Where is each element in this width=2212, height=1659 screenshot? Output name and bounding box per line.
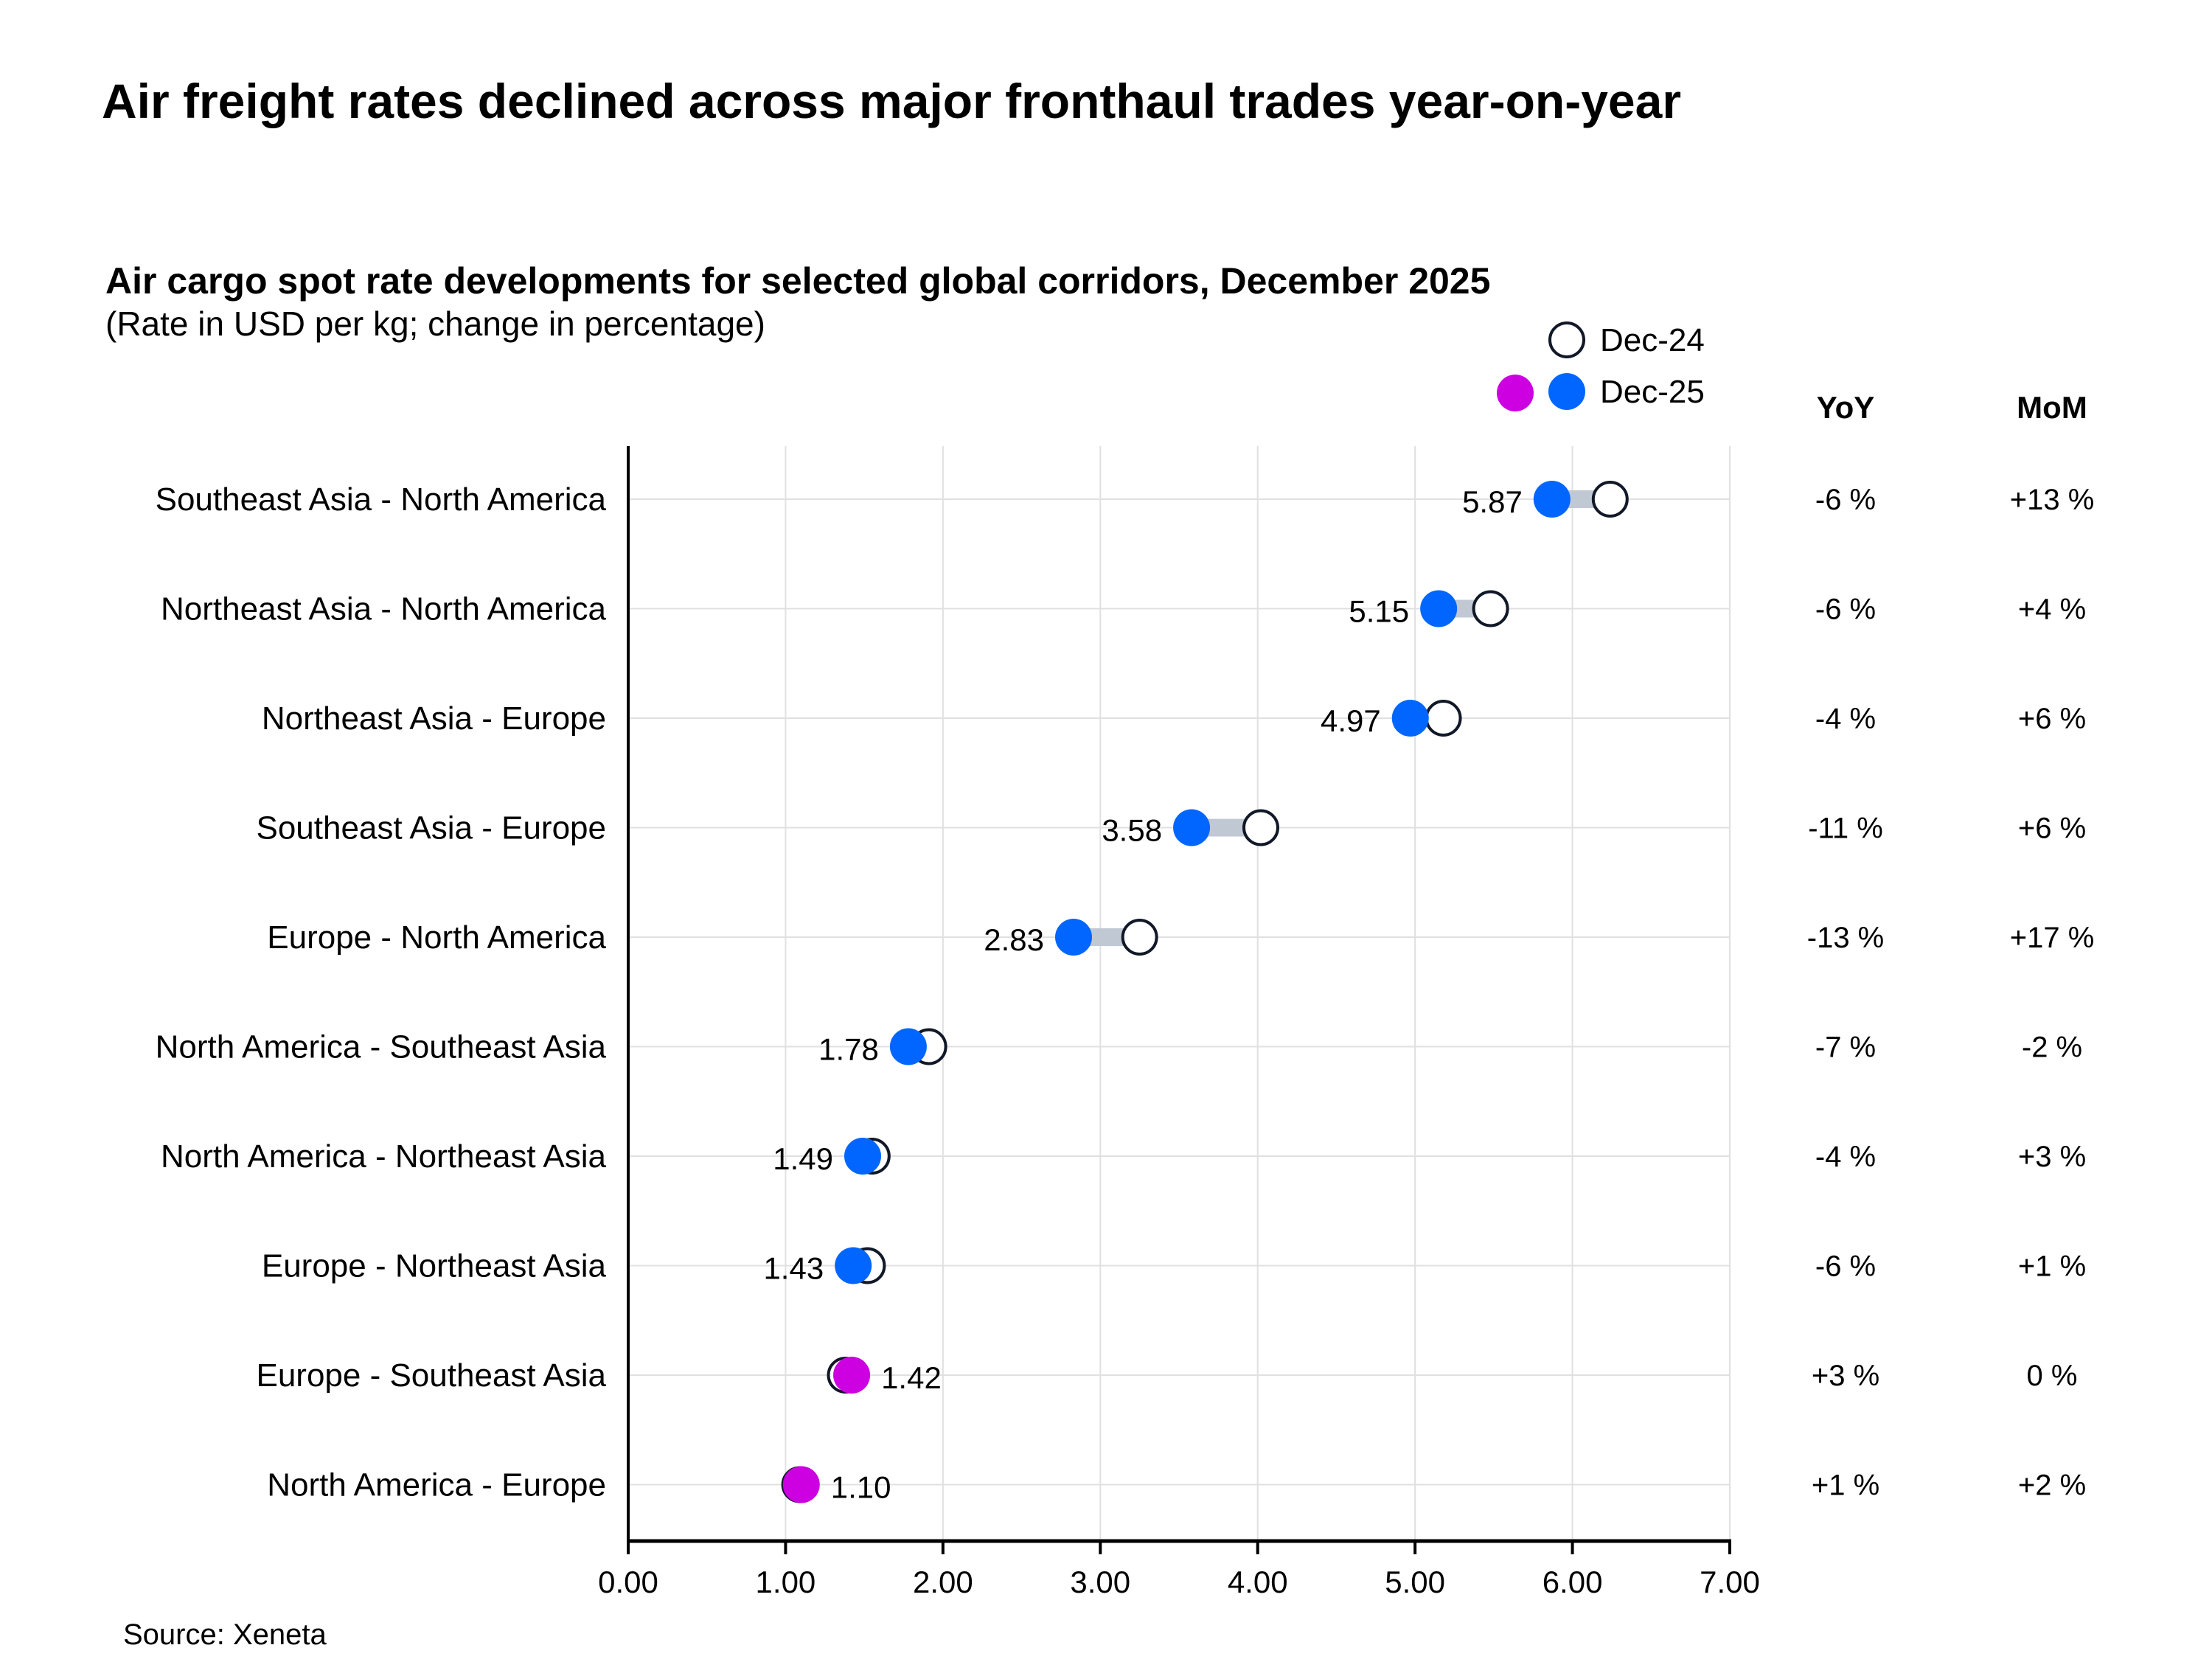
category-label: Southeast Asia - North America [156,481,607,518]
legend-dec25-label: Dec-25 [1600,374,1705,410]
dec25-point [1391,700,1429,737]
mom-value: -2 % [2022,1032,2082,1064]
value-label: 3.58 [1102,813,1162,848]
mom-value: +17 % [2010,922,2095,954]
chart-title: Air freight rates declined across major … [102,74,1681,128]
x-tick-label: 4.00 [1228,1565,1288,1599]
value-label: 1.43 [763,1251,824,1286]
category-label: Northeast Asia - Europe [262,700,606,737]
legend: Dec-24 Dec-25 [1497,321,1705,411]
dec25-point [844,1138,882,1175]
yoy-value: -6 % [1815,594,1876,626]
yoy-value: -6 % [1815,1251,1876,1283]
mom-value: +2 % [2018,1470,2086,1502]
legend-dec24-label: Dec-24 [1600,322,1705,358]
yoy-value: -4 % [1815,1141,1876,1173]
dec25-point [1055,919,1093,956]
dec25-point [833,1357,871,1394]
mom-value: +1 % [2018,1251,2086,1283]
yoy-value: -6 % [1815,484,1876,516]
yoy-value: -7 % [1815,1032,1876,1064]
category-label: Europe - North America [267,919,606,956]
yoy-value: +1 % [1812,1470,1879,1502]
mom-value: +13 % [2010,484,2095,516]
dec25-point [1173,809,1211,846]
mom-value: 0 % [2027,1360,2078,1392]
chart-subtitle-note: (Rate in USD per kg; change in percentag… [105,305,765,343]
mom-value: +3 % [2018,1141,2086,1173]
category-label: North America - Southeast Asia [156,1029,607,1065]
x-tick-label: 1.00 [756,1565,816,1599]
x-tick-label: 5.00 [1385,1565,1445,1599]
value-label: 4.97 [1321,703,1381,738]
dec24-point [1425,700,1462,737]
value-label: 1.42 [881,1360,942,1395]
value-label: 5.87 [1462,484,1523,519]
dec25-point [835,1247,872,1284]
dec25-point [1420,590,1458,627]
dec25-point [782,1466,820,1503]
yoy-value: -13 % [1807,922,1885,954]
value-label: 1.10 [831,1470,891,1505]
x-tick-label: 6.00 [1543,1565,1603,1599]
mom-header: MoM [2017,390,2087,425]
value-label: 1.78 [818,1032,879,1067]
x-tick-label: 2.00 [913,1565,973,1599]
mom-value: +6 % [2018,813,2086,845]
yoy-value: -11 % [1808,813,1883,845]
category-label: North America - Europe [267,1467,606,1503]
dec25-point [1533,481,1571,518]
dec24-point [1242,809,1279,846]
mom-value: +4 % [2018,594,2086,626]
dec24-point [1121,919,1158,956]
dec24-point [1591,481,1629,518]
category-label: Southeast Asia - Europe [256,810,606,846]
legend-dec25-marker [1548,373,1585,410]
chart-subtitle: Air cargo spot rate developments for sel… [105,260,1490,302]
category-label: Europe - Northeast Asia [262,1248,607,1284]
legend-dec25-increase-marker [1497,375,1534,411]
x-tick-label: 0.00 [598,1565,658,1599]
value-label: 2.83 [984,922,1044,957]
category-label: North America - Northeast Asia [161,1138,607,1175]
x-tick-label: 3.00 [1070,1565,1130,1599]
value-label: 5.15 [1349,594,1409,629]
category-label: Northeast Asia - North America [161,591,607,627]
yoy-header: YoY [1817,390,1875,425]
category-label: Europe - Southeast Asia [256,1357,606,1394]
source-note: Source: Xeneta [123,1618,327,1651]
x-tick-label: 7.00 [1700,1565,1760,1599]
yoy-value: -4 % [1815,703,1876,735]
yoy-value: +3 % [1812,1360,1879,1392]
legend-dec24-marker [1548,321,1585,358]
dec24-point [1472,590,1509,627]
mom-value: +6 % [2018,703,2086,735]
dec25-point [889,1028,927,1065]
value-label: 1.49 [773,1141,833,1176]
